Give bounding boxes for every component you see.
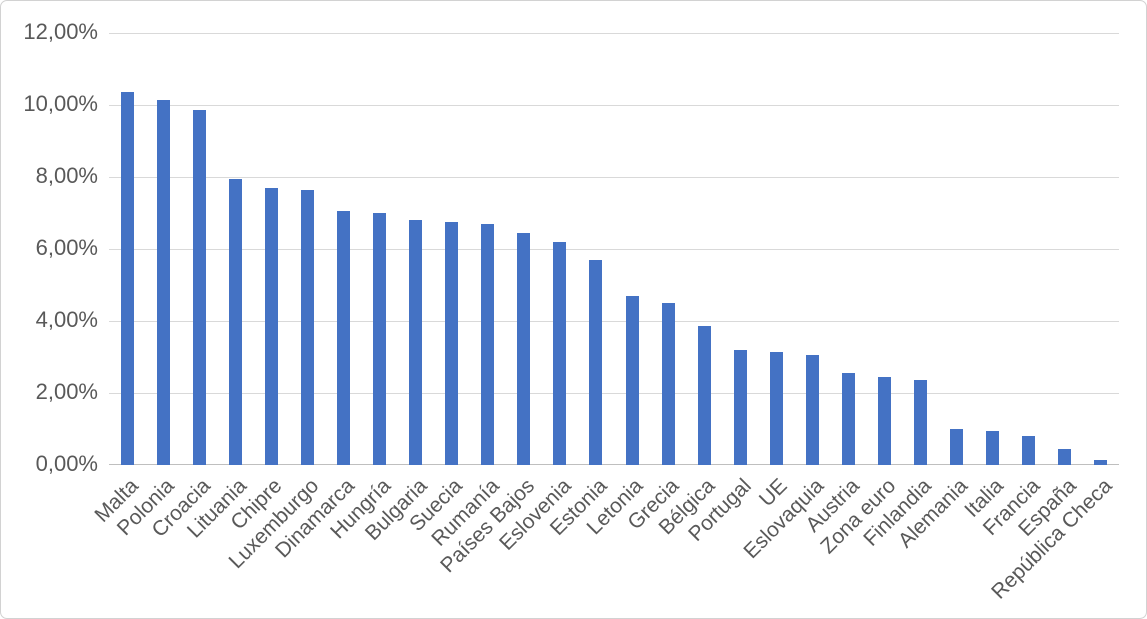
y-tick-label: 8,00% bbox=[35, 162, 98, 188]
bar-ruman-a bbox=[481, 223, 495, 465]
bar-espa-a bbox=[1058, 448, 1072, 465]
bar-grecia bbox=[661, 303, 675, 465]
y-tick-label: 2,00% bbox=[35, 378, 98, 404]
y-tick-label: 10,00% bbox=[23, 90, 98, 116]
bar-hungr-a bbox=[373, 213, 387, 465]
y-tick-label: 12,00% bbox=[23, 18, 98, 44]
gridline bbox=[109, 393, 1119, 395]
x-axis-labels: Malta Polonia Croacia Lituania Chipre Luxembu… bbox=[90, 465, 1119, 615]
x-axis-line bbox=[109, 464, 1119, 465]
bar-eslovenia bbox=[553, 241, 567, 465]
bar-b-lgica bbox=[697, 326, 711, 465]
bar-eslovaquia bbox=[805, 355, 819, 465]
bar-letonia bbox=[625, 295, 639, 465]
gridline bbox=[109, 105, 1119, 106]
gridline bbox=[109, 321, 1119, 323]
bar-malta bbox=[120, 92, 134, 465]
bar-alemania bbox=[950, 429, 964, 465]
y-axis-labels: 0,00% 2,00% 4,00% 6,00% 8,00% 10,00% 12,00% bbox=[1, 20, 103, 474]
bar-bulgaria bbox=[409, 220, 423, 465]
bar-estonia bbox=[589, 259, 603, 465]
gridline bbox=[109, 249, 1119, 250]
bar-rep-blica-checa bbox=[1094, 459, 1108, 465]
bar-dinamarca bbox=[336, 211, 350, 465]
bar-luxemburgo bbox=[300, 189, 314, 465]
y-tick-label: 6,00% bbox=[35, 234, 98, 260]
bar-ue bbox=[769, 351, 783, 465]
bar-pa-ses-bajos bbox=[517, 232, 531, 465]
y-tick-label: 0,00% bbox=[35, 450, 98, 476]
bar-lituania bbox=[228, 178, 242, 465]
bar-suecia bbox=[445, 222, 459, 465]
bar-portugal bbox=[733, 349, 747, 465]
bar-polonia bbox=[156, 99, 170, 465]
bar-zona-euro bbox=[878, 376, 892, 465]
bar-italia bbox=[986, 430, 1000, 465]
gridline bbox=[109, 33, 1119, 34]
gridline bbox=[109, 177, 1119, 179]
bar-croacia bbox=[192, 110, 206, 465]
bar-finlandia bbox=[914, 380, 928, 465]
bar-chipre bbox=[264, 187, 278, 465]
plot-area bbox=[109, 33, 1119, 465]
bar-francia bbox=[1022, 436, 1036, 465]
bar-austria bbox=[841, 373, 855, 465]
y-tick-label: 4,00% bbox=[35, 306, 98, 332]
